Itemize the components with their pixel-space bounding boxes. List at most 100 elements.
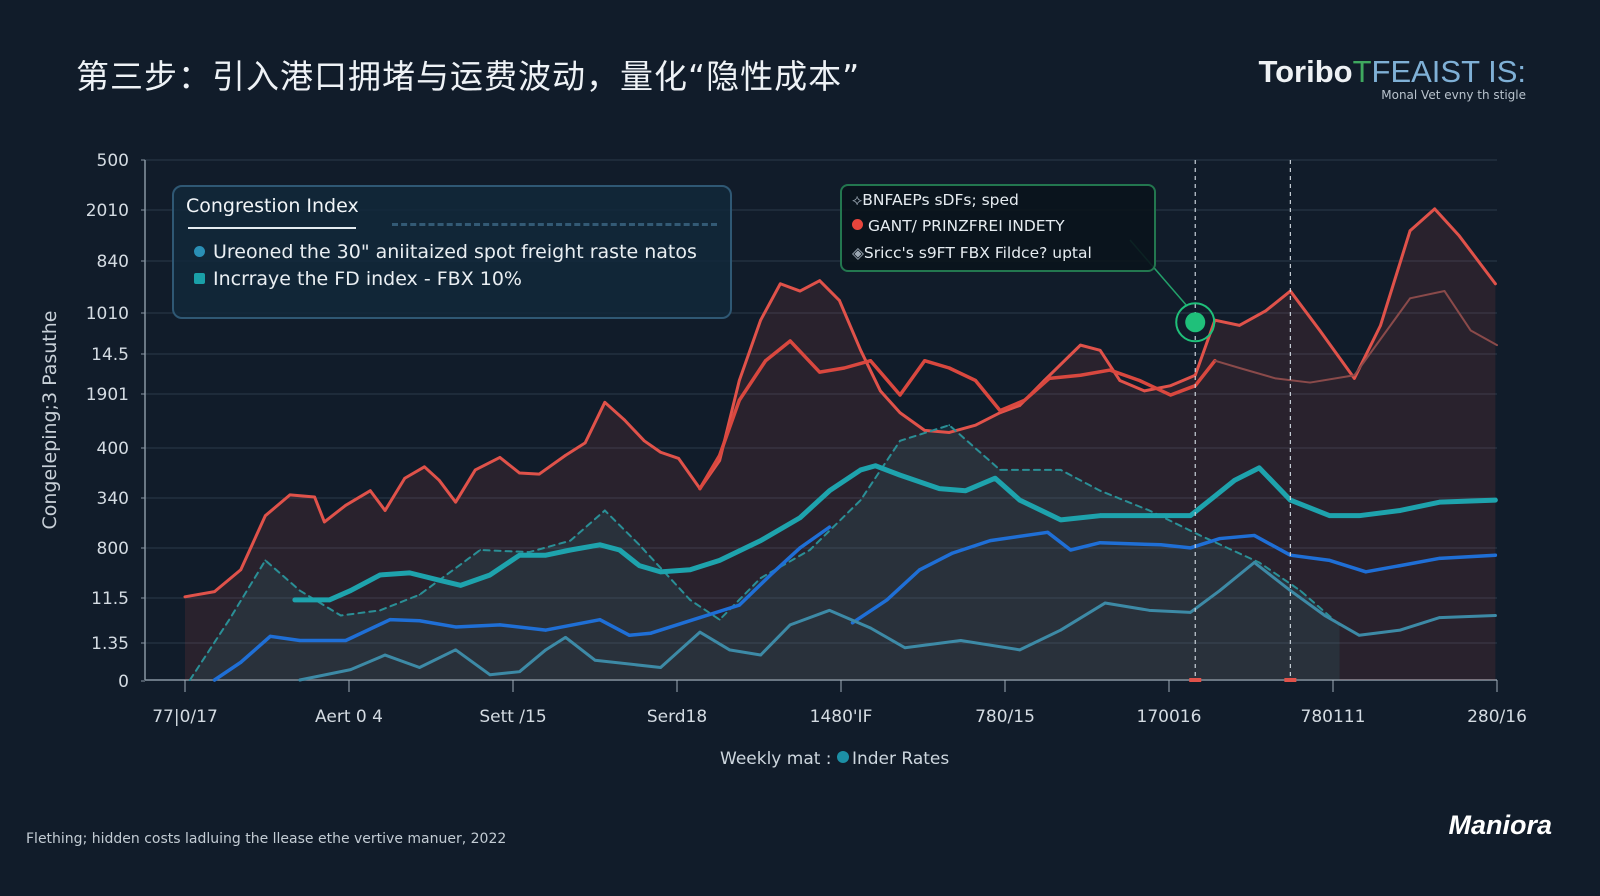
data-point	[1147, 608, 1151, 612]
data-point	[659, 666, 662, 669]
y-axis-label: Congeleping;3 Pasuthe	[39, 310, 61, 530]
data-point	[339, 614, 342, 617]
data-point	[1079, 343, 1082, 347]
data-point	[698, 616, 702, 620]
data-point	[437, 478, 441, 482]
data-point	[873, 463, 878, 469]
data-point	[1169, 393, 1173, 397]
data-point	[737, 398, 741, 402]
data-point	[1397, 508, 1403, 513]
data-point	[454, 648, 457, 652]
data-point	[1069, 548, 1073, 552]
data-point	[658, 569, 663, 575]
data-point	[1379, 324, 1382, 327]
data-point	[1494, 614, 1497, 617]
data-point	[898, 393, 902, 397]
x-tick-label: 280/16	[1467, 707, 1527, 727]
data-point	[288, 493, 292, 497]
data-point	[264, 514, 267, 518]
data-point	[1159, 543, 1163, 547]
data-point	[327, 597, 332, 603]
data-point	[827, 525, 832, 529]
data-point	[677, 457, 680, 460]
data-point	[418, 593, 421, 596]
data-point	[858, 467, 863, 473]
data-point	[808, 549, 811, 551]
data-point	[868, 359, 873, 363]
data-point	[717, 558, 722, 563]
callout-item-label: GANT/ PRINZFREI INDETY	[868, 217, 1065, 235]
series-area	[189, 425, 1340, 680]
data-point	[617, 547, 622, 553]
data-point	[869, 626, 872, 630]
x-tick-label: 780/15	[975, 707, 1035, 727]
data-point	[603, 509, 606, 512]
data-point	[937, 486, 942, 491]
data-point	[798, 546, 802, 550]
data-point	[1046, 530, 1050, 534]
data-point	[344, 503, 348, 507]
y-tick-label: 400	[97, 439, 129, 459]
data-point	[1207, 497, 1213, 503]
data-point	[763, 359, 768, 363]
data-point	[828, 608, 831, 612]
y-tick-label: 2010	[86, 201, 129, 221]
data-point	[298, 638, 302, 643]
data-point	[598, 618, 602, 622]
data-point	[950, 551, 955, 555]
data-point	[1097, 513, 1103, 518]
data-point	[698, 487, 702, 491]
data-point	[1398, 564, 1402, 568]
data-point	[992, 475, 998, 481]
data-point	[298, 678, 302, 682]
data-point	[1058, 517, 1064, 523]
data-point	[212, 678, 217, 682]
data-point	[379, 609, 382, 612]
data-point	[1188, 611, 1192, 614]
diamond-icon: ◈	[852, 244, 864, 262]
data-point	[1188, 513, 1193, 518]
data-point	[583, 441, 587, 445]
data-point	[838, 299, 841, 302]
diamond-arrow-icon: ⟡	[852, 191, 863, 209]
data-point	[687, 567, 693, 573]
data-point	[1493, 553, 1497, 557]
brand-part-2: T	[1352, 54, 1372, 89]
square-bullet-icon	[194, 273, 205, 284]
x-legend-series: Inder Rates	[851, 749, 950, 769]
data-point	[1327, 513, 1332, 518]
data-point	[988, 539, 992, 543]
brand-logo: ToriboTFEAIST IS: Monal Vet evny th stig…	[1258, 54, 1526, 102]
data-point	[788, 339, 792, 343]
data-point	[649, 631, 653, 635]
company-logo: Maniora	[1448, 810, 1552, 840]
data-point	[899, 439, 901, 442]
data-point	[544, 648, 548, 652]
data-point	[923, 359, 927, 363]
legend-underline	[188, 227, 356, 229]
data-point	[323, 520, 326, 524]
data-point	[597, 542, 603, 548]
y-tick-label: 1901	[86, 385, 129, 405]
data-point	[1438, 556, 1442, 560]
x-tick-label: 77|0/17	[152, 707, 218, 727]
data-point	[885, 598, 889, 602]
data-point	[698, 630, 702, 634]
data-point	[1437, 499, 1442, 505]
data-point	[1494, 282, 1497, 286]
y-tick-label: 1.35	[91, 634, 129, 654]
data-point	[498, 456, 502, 459]
data-point	[1018, 404, 1022, 407]
data-point	[1078, 373, 1083, 377]
data-point	[818, 370, 822, 374]
data-point	[973, 378, 978, 383]
data-point	[488, 673, 492, 677]
data-point	[1398, 628, 1402, 632]
data-point	[528, 551, 531, 553]
data-point	[313, 495, 316, 499]
data-point	[718, 453, 722, 457]
data-point	[1356, 513, 1362, 518]
data-point	[183, 595, 187, 599]
data-point	[1099, 489, 1102, 492]
data-point	[788, 623, 792, 627]
